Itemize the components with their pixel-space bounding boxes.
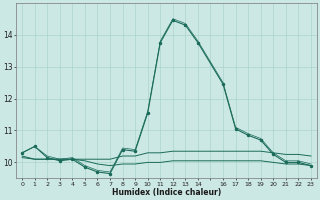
X-axis label: Humidex (Indice chaleur): Humidex (Indice chaleur)	[112, 188, 221, 197]
